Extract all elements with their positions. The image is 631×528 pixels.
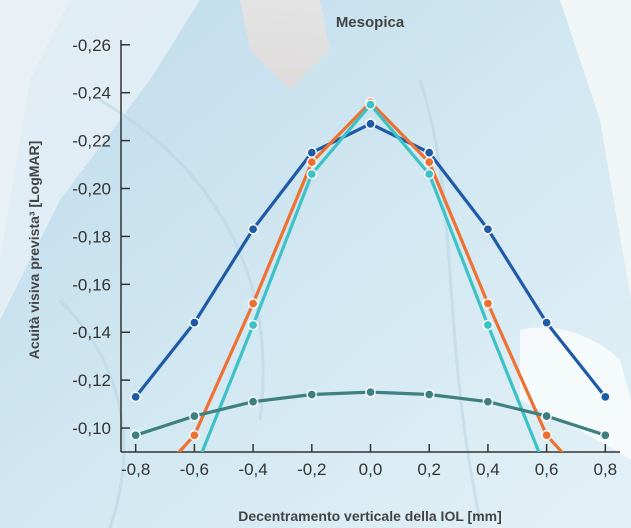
- data-point: [541, 410, 552, 422]
- data-point: [130, 429, 141, 441]
- data-point: [365, 386, 376, 398]
- x-tick-label: -0,2: [297, 460, 326, 479]
- y-tick-label: -0,10: [72, 419, 111, 438]
- data-point: [482, 396, 494, 407]
- data-point: [423, 147, 435, 158]
- data-point: [600, 391, 611, 403]
- data-point: [306, 389, 318, 400]
- data-point: [247, 298, 259, 309]
- data-point: [423, 156, 435, 168]
- y-tick-label: -0,24: [72, 84, 111, 103]
- x-tick-label: -0,4: [238, 460, 267, 479]
- data-point: [189, 410, 200, 422]
- data-point: [247, 319, 259, 331]
- x-tick-label: -0,8: [121, 460, 150, 479]
- x-tick-label: -0,6: [180, 460, 209, 479]
- series-line: [135, 390, 606, 437]
- x-axis: -0,8 -0,6 -0,4 -0,2 0,0 0,2 0,4 0,6 0,8: [121, 444, 620, 479]
- data-point: [306, 168, 318, 180]
- data-point: [306, 147, 318, 158]
- x-tick-label: 0,0: [359, 460, 383, 479]
- data-point: [130, 391, 141, 403]
- data-point: [541, 429, 552, 441]
- data-point: [189, 317, 200, 328]
- data-point: [306, 156, 318, 168]
- y-axis: -0,26 -0,24 -0,22 -0,20 -0,18 -0,16 -0,14 -0,12…: [72, 36, 130, 452]
- series-layer: [130, 96, 611, 452]
- y-tick-label: -0,20: [72, 180, 111, 199]
- data-point: [365, 118, 376, 130]
- y-tick-label: -0,14: [72, 323, 111, 342]
- y-tick-label: -0,18: [72, 227, 111, 246]
- series-3: [200, 99, 541, 452]
- x-tick-label: 0,2: [417, 460, 441, 479]
- y-tick-label: -0,12: [72, 371, 111, 390]
- data-point: [541, 317, 552, 328]
- y-tick-label: -0,16: [72, 275, 111, 294]
- chart-title: Mesopica: [336, 14, 405, 31]
- series-4: [130, 386, 611, 441]
- x-axis-label: Decentramento verticale della IOL [mm]: [238, 508, 502, 524]
- data-point: [482, 223, 494, 235]
- y-axis-label: Acuità visiva prevista³ [LogMAR]: [26, 141, 42, 360]
- series-line: [134, 122, 607, 398]
- data-point: [189, 429, 200, 441]
- data-point: [600, 429, 611, 441]
- data-point: [247, 223, 259, 235]
- data-point: [365, 99, 376, 110]
- x-tick-label: 0,4: [476, 460, 500, 479]
- data-point: [482, 298, 494, 309]
- x-tick-label: 0,6: [535, 460, 559, 479]
- data-point: [423, 389, 435, 400]
- data-point: [482, 319, 494, 331]
- x-tick-label: 0,8: [594, 460, 618, 479]
- data-point: [247, 396, 259, 407]
- series-1: [130, 118, 611, 403]
- y-tick-label: -0,22: [72, 132, 111, 151]
- y-tick-label: -0,26: [72, 36, 111, 55]
- data-point: [423, 168, 435, 180]
